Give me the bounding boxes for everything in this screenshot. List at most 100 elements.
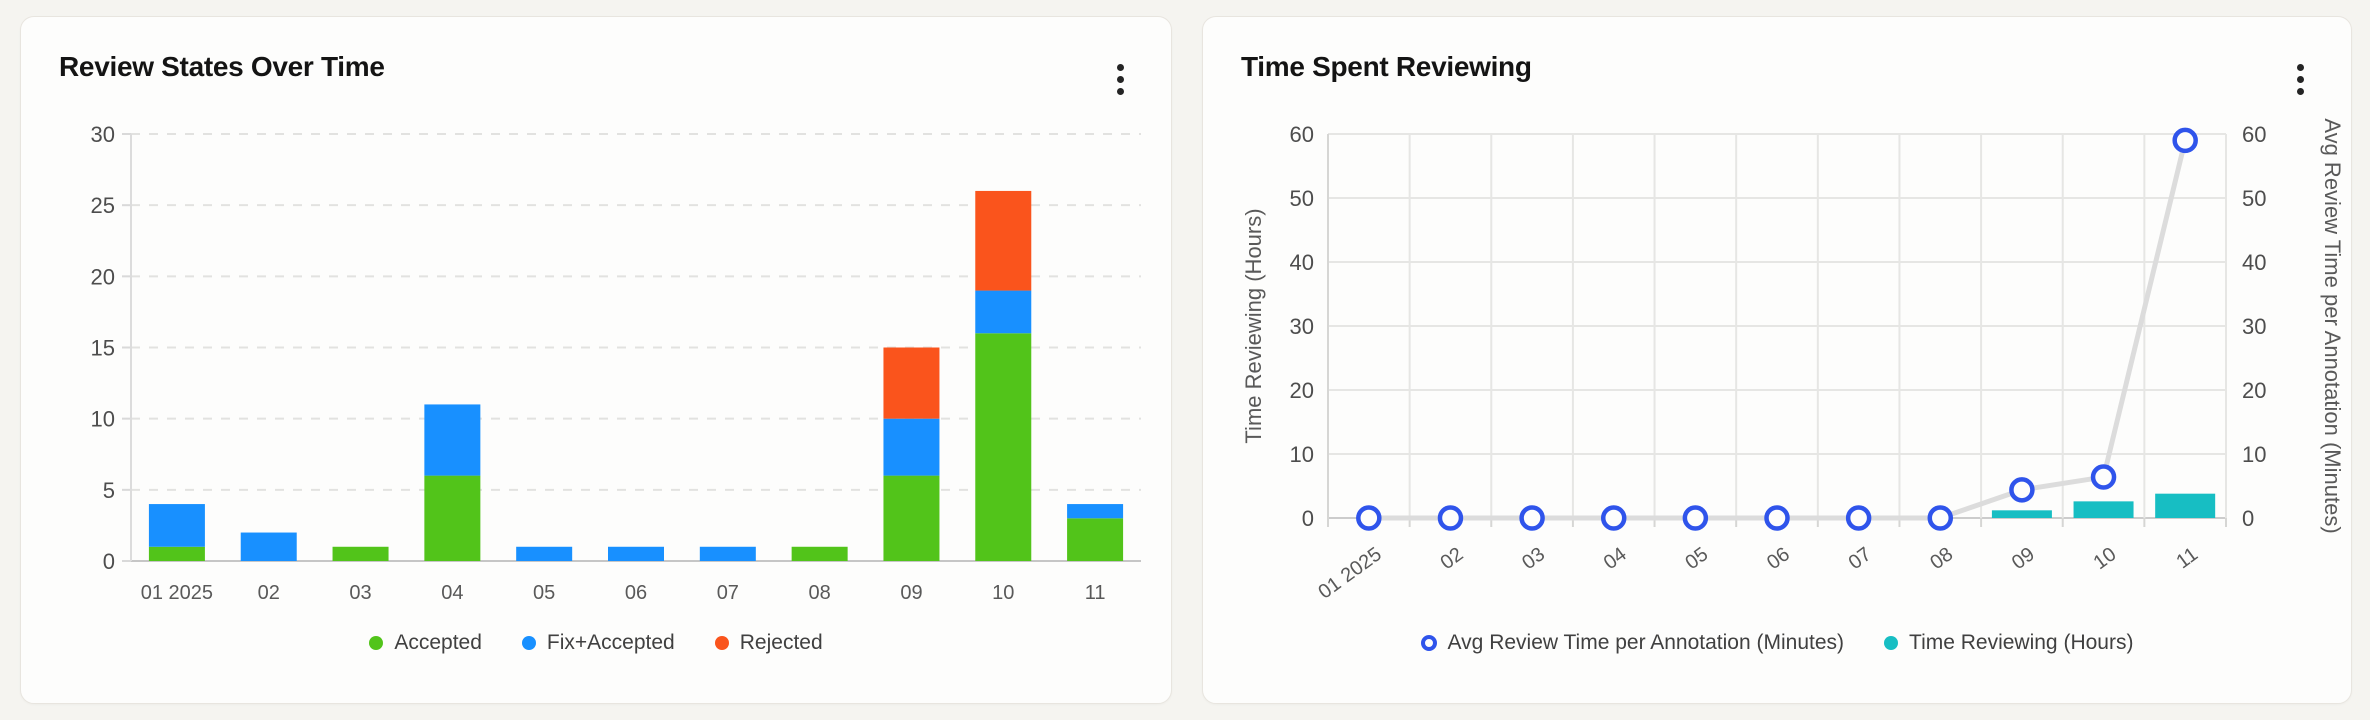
legend-swatch: [1884, 636, 1899, 650]
y-axis-tick: 25: [91, 193, 115, 218]
avg-review-time-marker[interactable]: [2172, 127, 2198, 154]
x-axis-label: 11: [1085, 582, 1106, 604]
x-axis-label: 11: [2172, 543, 2202, 573]
y-axis-right-tick: 10: [2242, 442, 2266, 467]
legend-label: Avg Review Time per Annotation (Minutes): [1447, 631, 1845, 654]
x-axis-label: 07: [717, 582, 739, 604]
legend-item-time-reviewing-hours[interactable]: Time Reviewing (Hours): [1884, 631, 2133, 655]
y-axis-right-title: Avg Review Time per Annotation (Minutes): [2320, 118, 2345, 533]
y-axis-left-title: Time Reviewing (Hours): [1241, 208, 1266, 443]
time-spent-chart: 0 0 10 10 20 20 30 30 40 40 50 50 60 60 Time Reviewing…: [1241, 118, 2345, 603]
bar-segment-accepted[interactable]: [883, 475, 940, 561]
x-axis-label: 02: [258, 582, 280, 604]
legend-label: Time Reviewing (Hours): [1909, 631, 2134, 654]
x-axis-label: 06: [1763, 543, 1794, 574]
x-axis-label: 09: [900, 582, 922, 604]
x-axis-label: 03: [349, 582, 371, 604]
y-axis-tick: 20: [91, 264, 115, 289]
x-axis-label: 03: [1518, 543, 1549, 574]
x-axis-label: 05: [533, 582, 555, 604]
x-axis-label: 02: [1436, 543, 1467, 574]
y-axis-tick: 15: [91, 336, 115, 361]
y-axis-left-tick: 20: [1290, 378, 1314, 403]
legend-item-fix-accepted[interactable]: Fix+Accepted: [521, 631, 675, 655]
x-axis-label: 08: [1926, 543, 1957, 574]
legend-label: Fix+Accepted: [546, 631, 675, 654]
legend-label: Accepted: [394, 631, 482, 654]
review-states-title: Review States Over Time: [59, 51, 385, 82]
time-reviewing-bar[interactable]: [2155, 493, 2216, 518]
time-reviewing-bar[interactable]: [1991, 510, 2052, 518]
y-axis-right-tick: 30: [2242, 314, 2266, 339]
legend-swatch: [714, 636, 729, 650]
y-axis-right-tick: 60: [2242, 122, 2266, 147]
avg-review-time-marker[interactable]: [1682, 505, 1709, 531]
y-axis-left-tick: 30: [1290, 314, 1314, 339]
bar-segment-accepted[interactable]: [332, 546, 389, 561]
bar-segment-fix-accepted[interactable]: [883, 418, 940, 476]
y-axis-right-tick: 40: [2242, 250, 2266, 275]
kebab-menu-icon[interactable]: [1103, 59, 1137, 99]
bar-segment-fix-accepted[interactable]: [516, 546, 573, 561]
bar-segment-accepted[interactable]: [975, 333, 1032, 561]
avg-review-time-marker[interactable]: [2090, 464, 2117, 490]
time-spent-legend: Avg Review Time per Annotation (Minutes)…: [1203, 631, 2351, 655]
bar-segment-fix-accepted[interactable]: [608, 546, 664, 561]
y-axis-left-tick: 10: [1290, 442, 1314, 467]
x-axis-label: 10: [992, 582, 1014, 604]
avg-review-time-marker[interactable]: [2009, 477, 2035, 503]
y-axis-right-tick: 0: [2242, 506, 2254, 531]
kebab-menu-icon[interactable]: [2283, 59, 2317, 99]
time-reviewing-bar[interactable]: [2073, 501, 2134, 518]
legend-item-avg-review-time-per-annotation-minutes[interactable]: Avg Review Time per Annotation (Minutes): [1420, 631, 1845, 655]
x-axis-label: 07: [1845, 543, 1876, 574]
time-spent-title: Time Spent Reviewing: [1241, 51, 1532, 82]
y-axis-tick: 5: [103, 478, 115, 503]
avg-review-time-marker[interactable]: [1356, 505, 1382, 531]
avg-review-time-marker[interactable]: [1437, 505, 1464, 531]
x-axis-label: 05: [1681, 543, 1712, 574]
legend-label: Rejected: [739, 631, 823, 654]
bar-segment-fix-accepted[interactable]: [148, 504, 205, 547]
bar-segment-accepted[interactable]: [1067, 518, 1124, 561]
y-axis-left-tick: 60: [1290, 122, 1314, 147]
y-axis-right-tick: 20: [2242, 378, 2266, 403]
y-axis-left-tick: 40: [1290, 250, 1314, 275]
x-axis-label: 09: [2008, 543, 2039, 574]
bar-segment-accepted[interactable]: [148, 546, 205, 561]
x-axis-label: 01 2025: [1314, 543, 1385, 603]
y-axis-tick: 0: [103, 549, 115, 574]
bar-segment-accepted[interactable]: [791, 546, 848, 561]
x-axis-label: 10: [2090, 543, 2121, 574]
bar-segment-rejected[interactable]: [883, 347, 940, 419]
legend-item-rejected[interactable]: Rejected: [714, 631, 823, 655]
avg-review-time-marker[interactable]: [1764, 505, 1790, 531]
x-axis-label: 04: [441, 582, 463, 604]
legend-swatch: [369, 636, 384, 650]
avg-review-time-marker[interactable]: [1927, 505, 1954, 531]
review-states-legend: Accepted Fix+Accepted Rejected: [21, 631, 1171, 655]
avg-review-time-marker[interactable]: [1519, 505, 1545, 531]
bar-segment-accepted[interactable]: [424, 475, 481, 561]
y-axis-right-tick: 50: [2242, 186, 2266, 211]
time-spent-card: 0 0 10 10 20 20 30 30 40 40 50 50 60 60 Time Reviewing…: [1202, 16, 2352, 704]
review-states-card: 0 5 10 15 20 25 30 01 2025 02 03 04 05 06 07 08 09 10 11 …: [20, 16, 1172, 704]
x-axis-label: 01 2025: [141, 582, 213, 604]
y-axis-tick: 30: [91, 122, 115, 147]
bar-segment-fix-accepted[interactable]: [240, 532, 297, 561]
bar-segment-fix-accepted[interactable]: [1067, 504, 1124, 519]
bar-segment-fix-accepted[interactable]: [424, 404, 481, 476]
y-axis-left-tick: 0: [1302, 506, 1314, 531]
legend-swatch: [521, 636, 536, 650]
legend-swatch: [1420, 635, 1437, 651]
avg-review-time-marker[interactable]: [1845, 505, 1872, 531]
x-axis-label: 08: [809, 582, 831, 604]
legend-item-accepted[interactable]: Accepted: [369, 631, 482, 655]
y-axis-left-tick: 50: [1290, 186, 1314, 211]
bar-segment-fix-accepted[interactable]: [699, 546, 756, 561]
avg-review-time-marker[interactable]: [1600, 505, 1627, 531]
bar-segment-rejected[interactable]: [975, 190, 1032, 291]
bar-segment-fix-accepted[interactable]: [975, 290, 1032, 334]
